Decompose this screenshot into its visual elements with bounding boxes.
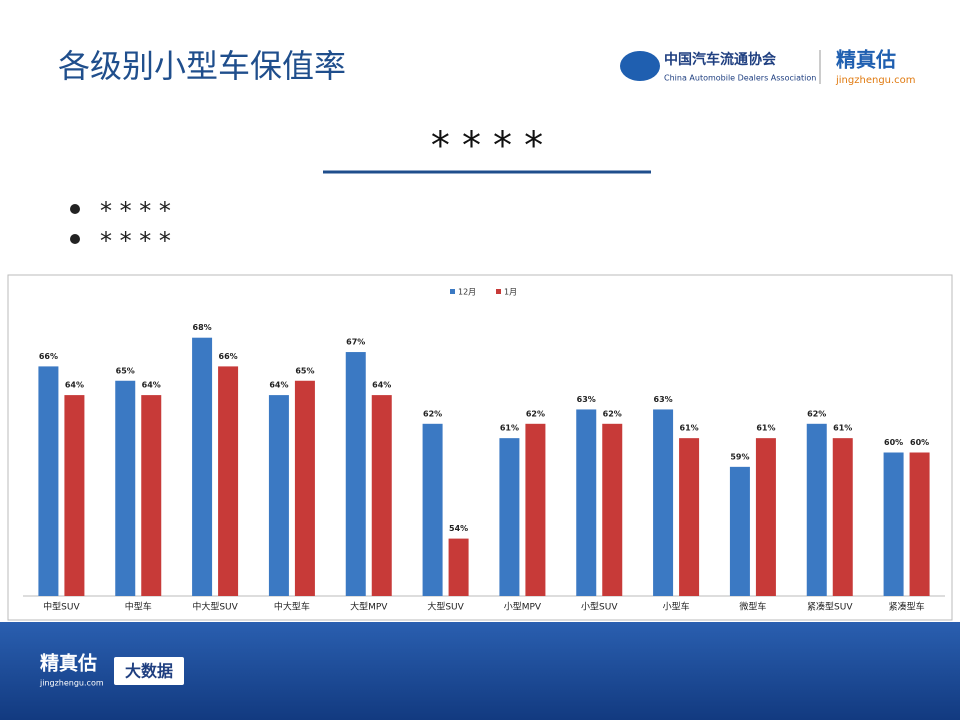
x-tick-label: 中型SUV — [43, 601, 80, 613]
value-label: 62% — [807, 409, 826, 418]
org-name: 中国汽车流通协会 — [664, 51, 777, 68]
bullet-dot — [70, 204, 80, 214]
footer-brand: 精真估 — [40, 652, 97, 675]
bar — [679, 438, 700, 596]
bar — [141, 395, 162, 596]
value-label: 61% — [500, 424, 519, 433]
value-label: 66% — [39, 352, 58, 361]
value-label: 65% — [116, 366, 135, 375]
bar — [448, 538, 469, 596]
bar — [371, 395, 392, 596]
legend-swatch — [450, 289, 455, 294]
x-tick-label: 微型车 — [739, 601, 766, 613]
x-tick-label: 中大型SUV — [192, 601, 238, 613]
bar — [832, 438, 853, 596]
bar — [909, 452, 930, 596]
value-label: 59% — [730, 452, 749, 461]
value-label: 61% — [833, 424, 852, 433]
value-label: 60% — [884, 438, 903, 447]
value-label: 65% — [295, 366, 314, 375]
bar — [38, 366, 59, 596]
bullet: * * * * — [100, 197, 171, 225]
footer-url: jingzhengu.com — [39, 679, 104, 688]
org-logo — [620, 51, 660, 81]
bar — [115, 380, 136, 596]
x-tick-label: 小型车 — [663, 601, 690, 613]
bar — [653, 409, 674, 596]
x-tick-label: 大型MPV — [350, 601, 388, 613]
bar — [218, 366, 239, 596]
bar — [602, 423, 623, 596]
x-tick-label: 中型车 — [125, 601, 152, 613]
bar — [525, 423, 546, 596]
value-label: 61% — [756, 424, 775, 433]
bar — [729, 466, 750, 596]
value-label: 63% — [654, 395, 673, 404]
bar — [806, 423, 827, 596]
value-label: 63% — [577, 395, 596, 404]
x-tick-label: 大型SUV — [427, 601, 464, 613]
x-tick-label: 中大型车 — [274, 601, 310, 613]
bar — [883, 452, 904, 596]
value-label: 67% — [346, 338, 365, 347]
legend-swatch — [496, 289, 501, 294]
value-label: 61% — [680, 424, 699, 433]
value-label: 64% — [142, 381, 161, 390]
value-label: 64% — [65, 381, 84, 390]
value-label: 62% — [526, 409, 545, 418]
x-tick-label: 小型SUV — [581, 602, 618, 613]
value-label: 64% — [372, 381, 391, 390]
legend-label: 12月 — [458, 288, 476, 297]
value-label: 68% — [193, 323, 212, 332]
x-tick-label: 紧凑型车 — [889, 601, 925, 613]
footer-tag: 大数据 — [125, 662, 173, 681]
bar — [345, 352, 366, 596]
bar — [755, 438, 776, 596]
slide-title: 各级别小型车保值率 — [58, 47, 346, 85]
bar — [294, 380, 315, 596]
brand: 精真估 — [836, 48, 896, 72]
brand-url: jingzhengu.com — [835, 75, 916, 86]
footer-tag-box — [114, 657, 184, 685]
value-label: 66% — [219, 352, 238, 361]
bullet: * * * * — [100, 227, 171, 255]
bar — [422, 423, 443, 596]
x-tick-label: 紧凑型SUV — [807, 601, 853, 613]
value-label: 54% — [449, 524, 468, 533]
bar — [268, 395, 289, 596]
bar — [576, 409, 597, 596]
legend-label: 1月 — [504, 288, 517, 297]
bar — [499, 438, 520, 596]
bar — [64, 395, 85, 596]
value-label: 60% — [910, 438, 929, 447]
bar — [192, 337, 213, 596]
heading: * * * * — [431, 124, 543, 168]
value-label: 62% — [603, 409, 622, 418]
value-label: 62% — [423, 409, 442, 418]
value-label: 64% — [269, 381, 288, 390]
bullet-dot — [70, 234, 80, 244]
chart-frame — [7, 274, 953, 621]
x-tick-label: 小型MPV — [504, 602, 542, 613]
org-name-en: China Automobile Dealers Association — [664, 74, 816, 83]
